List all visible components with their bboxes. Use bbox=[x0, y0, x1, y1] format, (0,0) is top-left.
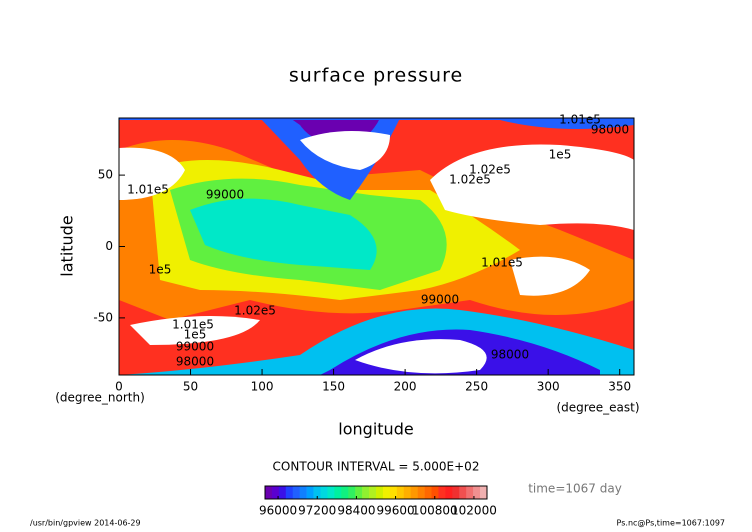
colorbar-cell bbox=[334, 486, 342, 499]
colorbar-cell bbox=[362, 486, 370, 499]
contour-label: 98000 bbox=[491, 348, 529, 362]
contour-label: 1e5 bbox=[184, 328, 207, 342]
chart-title: surface pressure bbox=[289, 65, 463, 87]
contour-label: 99000 bbox=[176, 340, 214, 354]
colorbar-tick-label: 100800 bbox=[412, 504, 458, 518]
colorbar-cell bbox=[313, 486, 321, 499]
colorbar-cell bbox=[265, 486, 273, 499]
y-axis-label: latitude bbox=[58, 215, 77, 276]
colorbar-cell bbox=[369, 486, 377, 499]
contour-label: 1.01e5 bbox=[172, 318, 214, 332]
colorbar-cell bbox=[278, 486, 287, 499]
colorbar-cell bbox=[376, 486, 384, 499]
contour-label: 98000 bbox=[591, 123, 629, 137]
time-label: time=1067 day bbox=[528, 482, 622, 496]
contour-label: 1.02e5 bbox=[234, 304, 276, 318]
colorbar-cell bbox=[417, 486, 425, 499]
contour-label: 98000 bbox=[176, 355, 214, 369]
x-axis-label: longitude bbox=[338, 420, 413, 439]
y-tick-label: -50 bbox=[93, 310, 113, 324]
y-tick-label: 50 bbox=[98, 168, 113, 182]
contour-label: 99000 bbox=[421, 293, 459, 307]
colorbar-cell bbox=[410, 486, 418, 499]
colorbar-cell bbox=[459, 486, 467, 499]
x-tick-label: 200 bbox=[394, 380, 417, 394]
colorbar-cell bbox=[438, 486, 446, 499]
x-unit: (degree_east) bbox=[556, 401, 639, 415]
contour-label: 1.02e5 bbox=[469, 163, 511, 177]
x-tick-label: 300 bbox=[537, 380, 560, 394]
colorbar-cell bbox=[480, 486, 488, 499]
x-tick-label: 0 bbox=[115, 380, 123, 394]
contour-label: 1.01e5 bbox=[559, 113, 601, 127]
colorbar-cell bbox=[473, 486, 481, 499]
colorbar-cell bbox=[306, 486, 314, 499]
contour-label: 99000 bbox=[206, 188, 244, 202]
colorbar-cell bbox=[466, 486, 474, 499]
colorbar-cell bbox=[396, 486, 405, 499]
colorbar-cell bbox=[327, 486, 335, 499]
contour-interval: CONTOUR INTERVAL = 5.000E+02 bbox=[273, 460, 480, 474]
colorbar-cell bbox=[285, 486, 294, 499]
colorbar-cell bbox=[271, 486, 280, 499]
colorbar-cell bbox=[348, 486, 356, 499]
colorbar-cell bbox=[320, 486, 328, 499]
footer-right: Ps.nc@Ps,time=1067:1097 bbox=[617, 519, 725, 528]
colorbar-cell bbox=[355, 486, 363, 499]
colorbar-cell bbox=[424, 486, 432, 499]
colorbar-cell bbox=[403, 486, 411, 499]
x-tick-label: 100 bbox=[251, 380, 274, 394]
contour-label: 1.01e5 bbox=[481, 256, 523, 270]
colorbar-cell bbox=[445, 486, 453, 499]
x-tick-label: 150 bbox=[322, 380, 345, 394]
colorbar-cell bbox=[452, 486, 460, 499]
colorbar-cell bbox=[341, 486, 349, 499]
colorbar-cell bbox=[292, 486, 300, 499]
colorbar-tick-label: 99600 bbox=[376, 504, 414, 518]
x-tick-label: 250 bbox=[465, 380, 488, 394]
contour-label: 1e5 bbox=[149, 263, 172, 277]
colorbar-tick-label: 98400 bbox=[337, 504, 375, 518]
contour-label: 1.01e5 bbox=[127, 183, 169, 197]
colorbar-cell bbox=[431, 486, 439, 499]
colorbar-frame bbox=[264, 485, 488, 500]
x-tick-label: 350 bbox=[608, 380, 631, 394]
x-tick-label: 50 bbox=[183, 380, 198, 394]
colorbar-tick-label: 96000 bbox=[259, 504, 297, 518]
colorbar-cell bbox=[389, 486, 398, 499]
colorbar-cell bbox=[299, 486, 307, 499]
y-unit: (degree_north) bbox=[55, 391, 145, 405]
contour-field bbox=[119, 118, 634, 375]
contour-label: 1e5 bbox=[549, 148, 572, 162]
y-tick-label: 0 bbox=[105, 239, 113, 253]
colorbar-tick-label: 102000 bbox=[451, 504, 497, 518]
contour-label: 1.02e5 bbox=[449, 173, 491, 187]
colorbar-tick-label: 97200 bbox=[298, 504, 336, 518]
colorbar-cell bbox=[382, 486, 391, 499]
footer-left: /usr/bin/gpview 2014-06-29 bbox=[30, 519, 141, 528]
